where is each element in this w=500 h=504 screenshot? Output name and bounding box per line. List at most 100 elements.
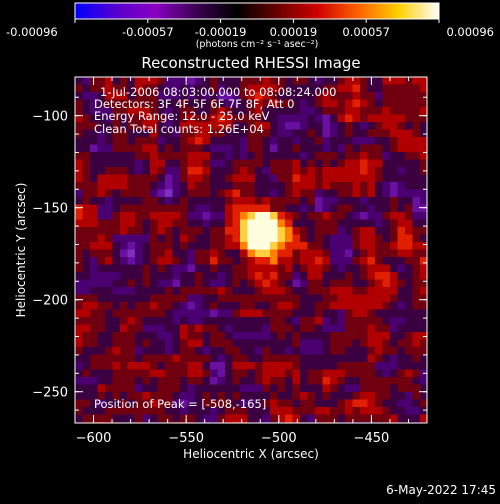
heatmap-cell	[172, 279, 181, 288]
heatmap-cell	[307, 264, 316, 273]
heatmap-cell	[345, 287, 353, 295]
heatmap-cell	[135, 189, 143, 198]
heatmap-cell	[142, 182, 151, 190]
heatmap-cell	[412, 317, 421, 325]
heatmap-cell	[105, 392, 113, 400]
heatmap-cell	[262, 107, 271, 115]
heatmap-cell	[240, 287, 248, 295]
heatmap-cell	[412, 99, 421, 108]
heatmap-cell	[105, 339, 113, 348]
heatmap-cell	[180, 114, 188, 123]
heatmap-cell	[390, 152, 398, 160]
heatmap-cell	[180, 302, 188, 310]
heatmap-cell	[240, 257, 248, 265]
heatmap-cell	[97, 197, 106, 205]
heatmap-cell	[405, 242, 413, 250]
heatmap-cell	[375, 234, 383, 243]
heatmap-cell	[127, 302, 136, 310]
heatmap-cell	[300, 227, 308, 235]
heatmap-cell	[300, 219, 308, 228]
heatmap-cell	[105, 264, 113, 273]
heatmap-cell	[195, 159, 203, 168]
heatmap-cell	[337, 347, 346, 355]
heatmap-cell	[420, 114, 427, 123]
heatmap-cell	[127, 129, 136, 138]
heatmap-cell	[322, 114, 331, 123]
heatmap-cell	[135, 332, 143, 340]
heatmap-cell	[150, 317, 158, 325]
heatmap-cell	[165, 354, 173, 363]
heatmap-cell	[225, 137, 233, 145]
heatmap-cell	[165, 122, 173, 130]
heatmap-cell	[390, 249, 398, 258]
heatmap-cell	[150, 362, 158, 370]
heatmap-cell	[195, 197, 203, 205]
heatmap-cell	[292, 332, 301, 340]
heatmap-cell	[337, 287, 346, 295]
heatmap-cell	[367, 212, 376, 220]
heatmap-cell	[337, 362, 346, 370]
heatmap-cell	[75, 189, 83, 198]
heatmap-cell	[412, 227, 421, 235]
heatmap-cell	[277, 287, 286, 295]
heatmap-cell	[420, 219, 427, 228]
heatmap-cell	[262, 287, 271, 295]
heatmap-cell	[262, 272, 271, 280]
heatmap-cell	[195, 129, 203, 138]
heatmap-cell	[202, 249, 211, 258]
heatmap-cell	[142, 339, 151, 348]
heatmap-cell	[262, 219, 271, 228]
heatmap-cell	[187, 309, 196, 318]
heatmap-cell	[277, 137, 286, 145]
heatmap-cell	[300, 84, 308, 93]
heatmap-cell	[300, 272, 308, 280]
heatmap-cell	[352, 197, 361, 205]
heatmap-cell	[390, 377, 398, 385]
heatmap-cell	[277, 114, 286, 123]
heatmap-cell	[247, 189, 256, 198]
heatmap-cell	[412, 204, 421, 213]
heatmap-cell	[165, 324, 173, 333]
heatmap-cell	[420, 414, 427, 423]
heatmap-cell	[285, 242, 293, 250]
heatmap-cell	[405, 167, 413, 175]
heatmap-cell	[322, 317, 331, 325]
heatmap-cell	[300, 114, 308, 123]
heatmap-cell	[375, 302, 383, 310]
heatmap-cell	[210, 369, 218, 378]
heatmap-cell	[127, 137, 136, 145]
heatmap-cell	[82, 197, 91, 205]
heatmap-cell	[195, 369, 203, 378]
heatmap-cell	[187, 212, 196, 220]
heatmap-cell	[240, 399, 248, 408]
heatmap-cell	[322, 122, 331, 130]
heatmap-cell	[352, 287, 361, 295]
heatmap-cell	[217, 332, 226, 340]
heatmap-cell	[405, 392, 413, 400]
heatmap-cell	[397, 302, 406, 310]
heatmap-cell	[277, 227, 286, 235]
heatmap-cell	[232, 107, 241, 115]
heatmap-cell	[120, 414, 128, 423]
heatmap-cell	[135, 287, 143, 295]
heatmap-cell	[165, 317, 173, 325]
heatmap-cell	[105, 212, 113, 220]
heatmap-cell	[135, 339, 143, 348]
heatmap-cell	[157, 174, 166, 183]
heatmap-cell	[390, 189, 398, 198]
heatmap-cell	[105, 324, 113, 333]
heatmap-cell	[397, 234, 406, 243]
heatmap-cell	[127, 92, 136, 100]
heatmap-cell	[247, 159, 256, 168]
heatmap-cell	[345, 234, 353, 243]
heatmap-cell	[135, 272, 143, 280]
heatmap-cell	[315, 392, 323, 400]
heatmap-cell	[247, 414, 256, 423]
heatmap-cell	[345, 84, 353, 93]
heatmap-cell	[172, 384, 181, 393]
y-axis-label: Heliocentric Y (arcsec)	[14, 183, 28, 318]
heatmap-cell	[330, 189, 338, 198]
heatmap-cell	[142, 384, 151, 393]
heatmap-cell	[322, 302, 331, 310]
heatmap-cell	[405, 77, 413, 85]
